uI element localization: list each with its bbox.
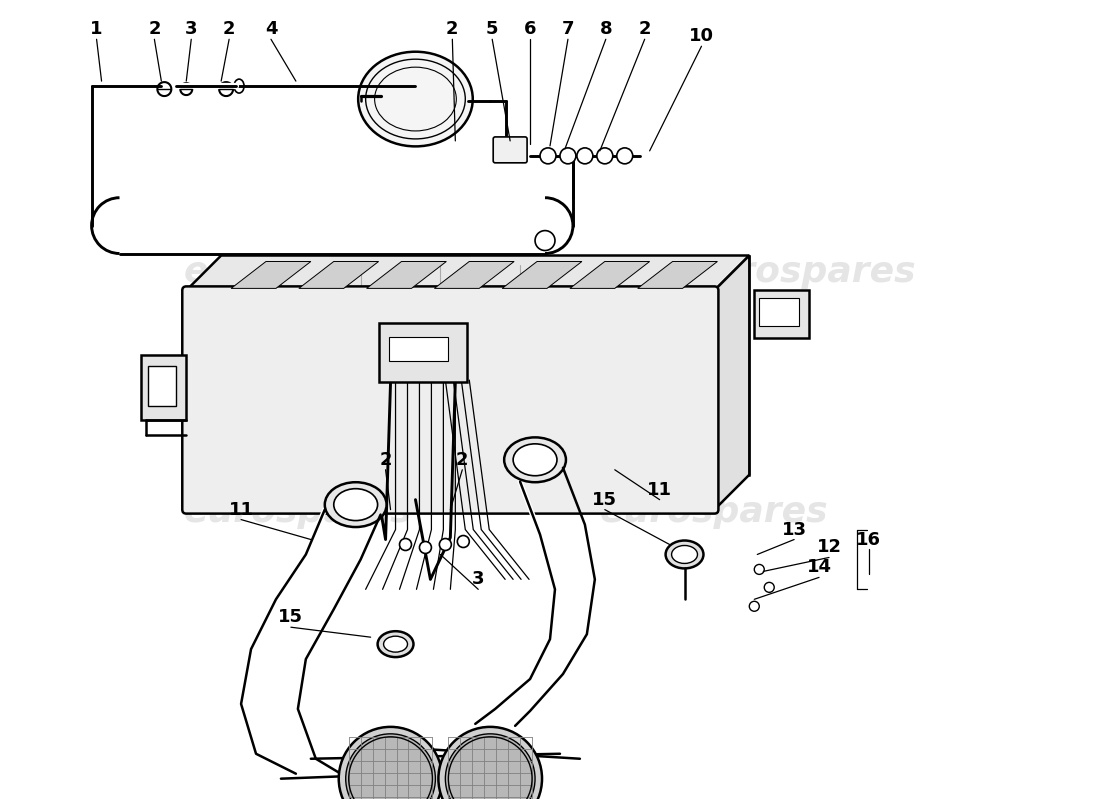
Polygon shape	[221, 255, 749, 474]
Text: 16: 16	[857, 530, 881, 549]
Text: 2: 2	[148, 20, 161, 38]
Text: 10: 10	[689, 27, 714, 46]
Circle shape	[535, 230, 556, 250]
FancyBboxPatch shape	[493, 137, 527, 163]
Polygon shape	[503, 262, 582, 288]
Text: 5: 5	[486, 20, 498, 38]
Circle shape	[576, 148, 593, 164]
FancyBboxPatch shape	[378, 323, 468, 382]
Text: eurospares: eurospares	[184, 255, 412, 290]
Ellipse shape	[377, 631, 414, 657]
Circle shape	[399, 538, 411, 550]
Text: 2: 2	[379, 450, 392, 469]
Circle shape	[339, 727, 442, 800]
Ellipse shape	[234, 79, 244, 93]
Circle shape	[560, 148, 576, 164]
Ellipse shape	[384, 636, 407, 652]
Polygon shape	[366, 262, 447, 288]
Circle shape	[439, 727, 542, 800]
Ellipse shape	[333, 489, 377, 521]
Circle shape	[764, 582, 774, 592]
Polygon shape	[638, 262, 717, 288]
Text: 15: 15	[278, 608, 304, 626]
Circle shape	[617, 148, 632, 164]
FancyBboxPatch shape	[148, 366, 176, 406]
Text: 2: 2	[447, 20, 459, 38]
Circle shape	[540, 148, 556, 164]
Text: 12: 12	[816, 538, 842, 557]
Ellipse shape	[324, 482, 386, 527]
Text: 6: 6	[524, 20, 537, 38]
Polygon shape	[714, 255, 749, 510]
Ellipse shape	[672, 546, 697, 563]
Text: eurospares: eurospares	[184, 494, 412, 529]
Ellipse shape	[359, 52, 473, 146]
Circle shape	[749, 602, 759, 611]
Circle shape	[755, 565, 764, 574]
Text: 4: 4	[265, 20, 277, 38]
Polygon shape	[186, 255, 749, 290]
Circle shape	[458, 535, 470, 547]
Text: 2: 2	[223, 20, 235, 38]
Circle shape	[419, 542, 431, 554]
Circle shape	[446, 734, 535, 800]
FancyBboxPatch shape	[755, 290, 810, 338]
Circle shape	[597, 148, 613, 164]
Polygon shape	[142, 355, 186, 420]
Text: 8: 8	[600, 20, 612, 38]
FancyBboxPatch shape	[759, 298, 799, 326]
Text: 11: 11	[229, 501, 254, 518]
Ellipse shape	[504, 438, 565, 482]
Text: 3: 3	[472, 570, 484, 588]
Polygon shape	[231, 262, 311, 288]
Text: 14: 14	[806, 558, 832, 577]
FancyBboxPatch shape	[183, 286, 718, 514]
Polygon shape	[299, 262, 378, 288]
Text: 3: 3	[185, 20, 198, 38]
FancyBboxPatch shape	[388, 338, 449, 361]
Ellipse shape	[666, 541, 704, 569]
Polygon shape	[570, 262, 650, 288]
Text: 13: 13	[782, 521, 806, 538]
Text: 15: 15	[592, 490, 617, 509]
Ellipse shape	[513, 444, 557, 476]
Circle shape	[345, 734, 436, 800]
Text: eurospares: eurospares	[601, 494, 828, 529]
Circle shape	[439, 538, 451, 550]
Text: 7: 7	[562, 20, 574, 38]
Text: 2: 2	[638, 20, 651, 38]
Polygon shape	[434, 262, 514, 288]
Text: 11: 11	[647, 481, 672, 498]
Text: eurospares: eurospares	[688, 255, 916, 290]
Text: 2: 2	[456, 450, 469, 469]
Text: 1: 1	[90, 20, 102, 38]
